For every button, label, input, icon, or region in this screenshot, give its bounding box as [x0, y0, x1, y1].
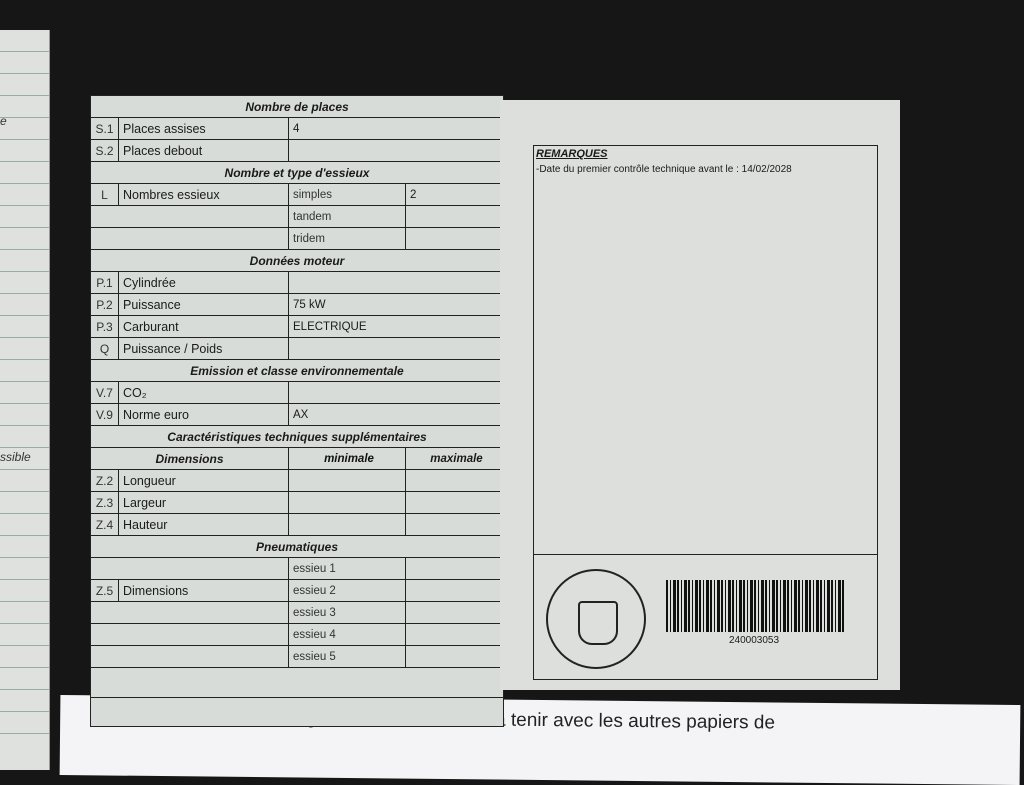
row-z3: Z.3 Largeur — [91, 492, 503, 514]
row-z2: Z.2 Longueur — [91, 470, 503, 492]
row-tridem: tridem — [91, 228, 503, 250]
axle-type: tridem — [289, 228, 406, 249]
row-q: Q Puissance / Poids — [91, 338, 503, 360]
stamp-area: 240003053 — [534, 554, 877, 679]
blank-row — [91, 668, 503, 698]
value — [289, 272, 503, 293]
axle-label: essieu 1 — [289, 558, 406, 579]
section-tech: Caractéristiques techniques supplémentai… — [91, 426, 503, 448]
axle-label: essieu 3 — [289, 602, 406, 623]
remarks-title: REMARQUES — [536, 148, 608, 160]
label: CO₂ — [119, 382, 289, 403]
label: Places assises — [119, 118, 289, 139]
value: AX — [293, 408, 309, 421]
code: Z.3 — [91, 492, 119, 513]
code: S.1 — [91, 118, 119, 139]
label: Largeur — [119, 492, 289, 513]
code: V.7 — [91, 382, 119, 403]
label: Nombres essieux — [119, 184, 289, 205]
label: Dimensions — [119, 580, 289, 601]
max-header: maximale — [430, 452, 483, 465]
row-s2: S.2 Places debout — [91, 140, 503, 162]
code: V.9 — [91, 404, 119, 425]
row-p1: P.1 Cylindrée — [91, 272, 503, 294]
edge-fragment: ssible — [0, 450, 31, 464]
label: Carburant — [119, 316, 289, 337]
row-s1: S.1 Places assises 4 — [91, 118, 503, 140]
section-moteur: Données moteur — [91, 250, 503, 272]
value — [289, 338, 503, 359]
value: ELECTRIQUE — [293, 320, 367, 333]
value — [406, 206, 503, 227]
remarks-line: -Date du premier contrôle technique avan… — [536, 164, 792, 175]
row-p3: P.3 Carburant ELECTRIQUE — [91, 316, 503, 338]
value: 75 kW — [293, 298, 326, 311]
code: S.2 — [91, 140, 119, 161]
barcode-number: 240003053 — [729, 635, 780, 646]
edge-fragment-top: e — [0, 114, 7, 128]
value: 2 — [410, 188, 417, 201]
row-tandem: tandem — [91, 206, 503, 228]
value — [289, 140, 503, 161]
label: Puissance / Poids — [119, 338, 289, 359]
row-v7: V.7 CO₂ — [91, 382, 503, 404]
section-places: Nombre de places — [91, 96, 503, 118]
barcode — [666, 580, 844, 632]
code: P.1 — [91, 272, 119, 293]
label: Cylindrée — [119, 272, 289, 293]
value — [289, 382, 503, 403]
row-z5: Z.5 Dimensions essieu 2 — [91, 580, 503, 602]
code: Z.5 — [91, 580, 119, 601]
row-axle-3: essieu 3 — [91, 602, 503, 624]
section-essieux: Nombre et type d'essieux — [91, 162, 503, 184]
value: 4 — [293, 122, 300, 135]
previous-page-edge: e ssible — [0, 30, 50, 770]
label: Longueur — [119, 470, 289, 491]
axle-type: simples — [289, 184, 406, 205]
label: Norme euro — [119, 404, 289, 425]
label: Hauteur — [119, 514, 289, 535]
remarks-box: REMARQUES -Date du premier contrôle tech… — [533, 145, 878, 680]
row-v9: V.9 Norme euro AX — [91, 404, 503, 426]
axle-label: essieu 4 — [289, 624, 406, 645]
axle-label: essieu 2 — [289, 580, 406, 601]
value — [406, 228, 503, 249]
label: Puissance — [119, 294, 289, 315]
section-emission: Emission et classe environnementale — [91, 360, 503, 382]
official-seal — [546, 569, 646, 669]
row-z4: Z.4 Hauteur — [91, 514, 503, 536]
row-axle-1: essieu 1 — [91, 558, 503, 580]
section-pneumatiques: Pneumatiques — [91, 536, 503, 558]
row-axle-4: essieu 4 — [91, 624, 503, 646]
axle-type: tandem — [289, 206, 406, 227]
dimensions-header: Dimensions — [91, 448, 289, 469]
axle-label: essieu 5 — [289, 646, 406, 667]
code: Z.4 — [91, 514, 119, 535]
row-axle-5: essieu 5 — [91, 646, 503, 668]
remarks-page: REMARQUES -Date du premier contrôle tech… — [500, 100, 900, 690]
code: P.2 — [91, 294, 119, 315]
row-l: L Nombres essieux simples 2 — [91, 184, 503, 206]
row-p2: P.2 Puissance 75 kW — [91, 294, 503, 316]
vehicle-data-form: Nombre de places S.1 Places assises 4 S.2 P… — [90, 95, 504, 727]
code: P.3 — [91, 316, 119, 337]
code: Q — [91, 338, 119, 359]
label: Places debout — [119, 140, 289, 161]
min-header: minimale — [289, 448, 406, 469]
code: Z.2 — [91, 470, 119, 491]
code: L — [91, 184, 119, 205]
row-dimensions-header: Dimensions minimale maximale — [91, 448, 503, 470]
